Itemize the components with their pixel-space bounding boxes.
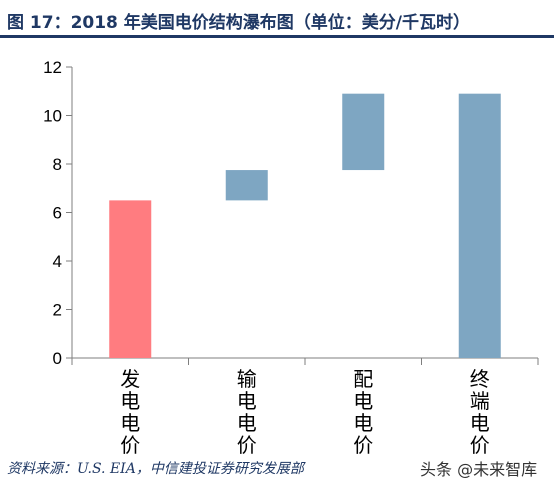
bar-4 (458, 93, 501, 359)
y-tick-label: 2 (53, 301, 62, 320)
x-tick-label: 输电电价 (237, 367, 257, 455)
y-tick-label: 10 (43, 107, 62, 126)
bar-2 (225, 170, 268, 201)
y-axis: 0 2 4 6 8 10 12 (43, 58, 73, 368)
title-divider (0, 35, 554, 38)
y-tick-label: 6 (53, 204, 62, 223)
x-tick-label: 配电电价 (353, 367, 373, 455)
watermark: 头条 @未来智库 (420, 460, 538, 479)
y-tick-label: 8 (53, 155, 62, 174)
x-tick-label: 终端电价 (470, 367, 490, 455)
source-note: 资料来源：U.S. EIA，中信建投证券研究发展部 (7, 461, 304, 477)
y-tick-label: 12 (43, 58, 62, 77)
x-tick-label: 发电电价 (120, 367, 140, 455)
bars (109, 93, 501, 359)
x-axis: 发电电价 输电电价 配电电价 终端电价 (71, 357, 539, 455)
y-tick-label: 4 (53, 252, 62, 271)
waterfall-chart: 0 2 4 6 8 10 12 发电电价 输电电价 配电电价 终端电价 (43, 58, 539, 455)
bar-3 (342, 93, 385, 171)
bar-1 (109, 200, 152, 358)
y-tick-label: 0 (53, 349, 62, 368)
figure-title: 图 17：2018 年美国电价结构瀑布图（单位：美分/千瓦时） (7, 13, 471, 33)
